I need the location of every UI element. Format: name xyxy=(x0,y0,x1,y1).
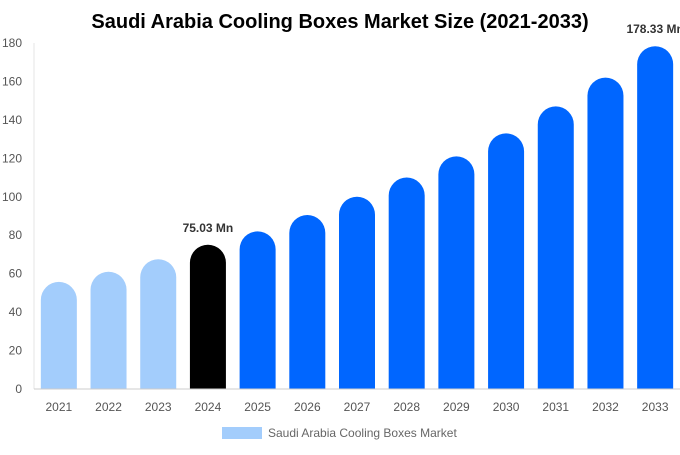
x-tick-label: 2029 xyxy=(443,400,470,414)
bar-2033[interactable] xyxy=(637,46,674,389)
y-tick-label: 40 xyxy=(9,305,23,319)
bar-2026[interactable] xyxy=(289,215,326,389)
x-tick-label: 2024 xyxy=(195,400,222,414)
x-tick-label: 2026 xyxy=(294,400,321,414)
data-label-2033: 178.33 Mn xyxy=(626,22,680,36)
bar-2023[interactable] xyxy=(140,259,177,389)
y-tick-label: 160 xyxy=(2,74,22,88)
y-tick-label: 140 xyxy=(2,113,22,127)
x-tick-label: 2032 xyxy=(592,400,619,414)
x-tick-label: 2023 xyxy=(145,400,172,414)
legend[interactable]: Saudi Arabia Cooling Boxes Market xyxy=(222,426,457,440)
bar-2029[interactable] xyxy=(438,156,475,389)
y-tick-label: 80 xyxy=(9,228,23,242)
y-tick-label: 60 xyxy=(9,267,23,281)
x-tick-label: 2021 xyxy=(45,400,72,414)
x-tick-label: 2025 xyxy=(244,400,271,414)
y-tick-label: 20 xyxy=(9,344,23,358)
y-axis: 0 20 40 60 80 100 120 140 160 180 xyxy=(2,36,35,396)
y-tick-label: 120 xyxy=(2,151,22,165)
y-tick-label: 0 xyxy=(15,382,22,396)
data-label-2024: 75.03 Mn xyxy=(183,221,234,235)
x-tick-label: 2028 xyxy=(393,400,420,414)
bar-2021[interactable] xyxy=(40,281,77,389)
bar-2022[interactable] xyxy=(90,271,127,389)
x-tick-label: 2031 xyxy=(542,400,569,414)
y-tick-label: 180 xyxy=(2,36,22,50)
bar-2031[interactable] xyxy=(537,106,574,389)
chart-title: Saudi Arabia Cooling Boxes Market Size (… xyxy=(91,11,588,33)
x-tick-label: 2027 xyxy=(344,400,371,414)
bar-2025[interactable] xyxy=(239,231,276,389)
x-tick-label: 2022 xyxy=(95,400,122,414)
x-axis: 2021 2022 2023 2024 2025 2026 2027 2028 2029 2030… xyxy=(34,388,680,414)
legend-swatch xyxy=(222,427,262,439)
bar-2030[interactable] xyxy=(488,133,525,389)
x-tick-label: 2033 xyxy=(642,400,669,414)
bar-2032[interactable] xyxy=(587,77,624,389)
bar-2024[interactable] xyxy=(189,244,226,389)
bar-2028[interactable] xyxy=(388,177,425,389)
bar-2027[interactable] xyxy=(339,196,375,389)
legend-label: Saudi Arabia Cooling Boxes Market xyxy=(268,426,457,440)
y-tick-label: 100 xyxy=(2,190,22,204)
x-tick-label: 2030 xyxy=(493,400,520,414)
bars xyxy=(40,46,674,389)
data-labels: 75.03 Mn 178.33 Mn xyxy=(183,22,680,235)
